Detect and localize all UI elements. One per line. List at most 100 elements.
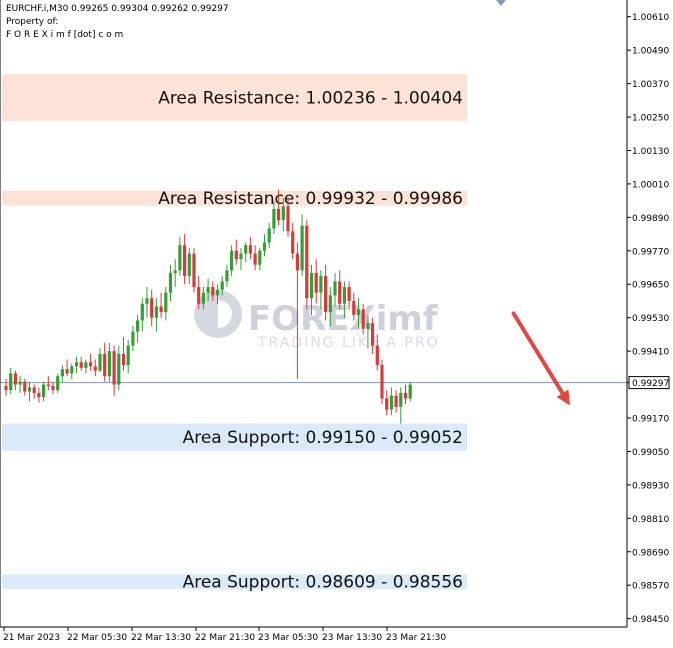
candle [206, 278, 210, 301]
candle-body [385, 398, 389, 410]
candle [267, 222, 271, 249]
candle-body [84, 362, 88, 368]
candle-body [305, 225, 309, 299]
candle-body [74, 362, 79, 367]
candle-body [103, 353, 107, 377]
candle [46, 376, 50, 391]
candle [385, 390, 389, 416]
x-tick-label: 22 Mar 21:30 [195, 633, 255, 643]
candle-body [65, 369, 69, 374]
candle-body [328, 295, 332, 313]
candle [333, 273, 337, 307]
property-of-label: Property of: [6, 17, 59, 27]
candle [150, 289, 154, 327]
candle [295, 242, 299, 379]
candle [375, 334, 379, 371]
candle-body [295, 253, 299, 271]
candle-body [121, 353, 126, 366]
candle-body [394, 395, 398, 407]
candle [211, 281, 215, 301]
candle-body [107, 351, 111, 377]
y-tick-label: 1.00610 [632, 13, 669, 23]
x-tick-label: 22 Mar 05:30 [67, 633, 127, 643]
candle-body [239, 253, 243, 260]
candle [51, 381, 55, 395]
candle [309, 264, 314, 315]
zone-support-2 [2, 423, 467, 451]
candle [13, 370, 17, 391]
y-tick-label: 1.00370 [632, 80, 669, 90]
candle-body [262, 242, 267, 251]
candle [93, 359, 97, 377]
candle-body [281, 206, 285, 221]
candle-body [192, 253, 196, 288]
candle [164, 287, 168, 321]
candle-body [140, 303, 144, 321]
candle [338, 270, 342, 310]
candle [121, 337, 126, 371]
candle [253, 245, 257, 271]
candle-body [248, 245, 252, 254]
current-price-badge [628, 376, 670, 390]
candle-body [27, 387, 32, 392]
candle [352, 292, 356, 321]
shift-marker-icon[interactable] [496, 0, 506, 6]
candle [37, 387, 41, 403]
candle-body [168, 273, 173, 293]
candle [42, 381, 46, 402]
y-tick-label: 0.99770 [632, 247, 669, 257]
candle-body [4, 385, 8, 391]
candle [291, 222, 295, 260]
candle-body [319, 275, 323, 293]
candle [173, 259, 177, 288]
candle-body [380, 365, 384, 399]
y-tick-label: 0.98810 [632, 515, 669, 525]
candle-body [366, 323, 370, 329]
candle [314, 259, 318, 304]
y-tick-label: 0.98690 [632, 548, 669, 558]
candle-body [201, 292, 205, 304]
candle [178, 236, 182, 276]
candle [230, 245, 234, 276]
candle-body [13, 373, 17, 385]
candle-body [324, 275, 328, 313]
x-ticks: 21 Mar 2023 22 Mar 05:30 22 Mar 13:30 22 Ma… [3, 627, 446, 643]
zone-support-3 [2, 574, 467, 590]
candle-body [211, 287, 215, 296]
x-tick-label: 21 Mar 2023 [3, 633, 60, 643]
candle-body [356, 309, 361, 315]
candle [371, 317, 375, 354]
candles-layer [4, 189, 412, 424]
y-tick-label: 1.00490 [632, 47, 669, 57]
candle [60, 365, 64, 382]
candle [201, 287, 205, 310]
x-tick-label: 23 Mar 21:30 [386, 633, 446, 643]
candle-body [37, 392, 41, 398]
candle [215, 284, 220, 304]
candle [74, 356, 79, 374]
candle-body [197, 287, 201, 304]
x-tick-label: 23 Mar 05:30 [258, 633, 318, 643]
chart-symbol-header: EURCHF.i,M30 0.99265 0.99304 0.99262 0.9… [6, 4, 229, 14]
candle-body [215, 289, 220, 296]
candle-body [187, 253, 191, 276]
candle-body [352, 300, 356, 315]
candle-body [399, 392, 403, 407]
forecast-arrow-shaft [511, 311, 567, 399]
candle [168, 264, 173, 301]
candle-body [42, 384, 46, 398]
watermark-brand: FOREXimf [248, 299, 439, 339]
candle [89, 353, 93, 371]
candle-body [136, 320, 140, 332]
candle-body [253, 253, 257, 265]
candle [347, 281, 351, 310]
candle [258, 248, 262, 271]
candle-body [408, 384, 412, 399]
y-tick-label: 0.98570 [632, 582, 669, 592]
candle [18, 376, 22, 393]
watermark-tagline: TRADING LIKE A PRO [257, 335, 440, 351]
y-tick-label: 0.99890 [632, 214, 669, 224]
candle [197, 275, 201, 310]
candle-body [32, 387, 36, 393]
